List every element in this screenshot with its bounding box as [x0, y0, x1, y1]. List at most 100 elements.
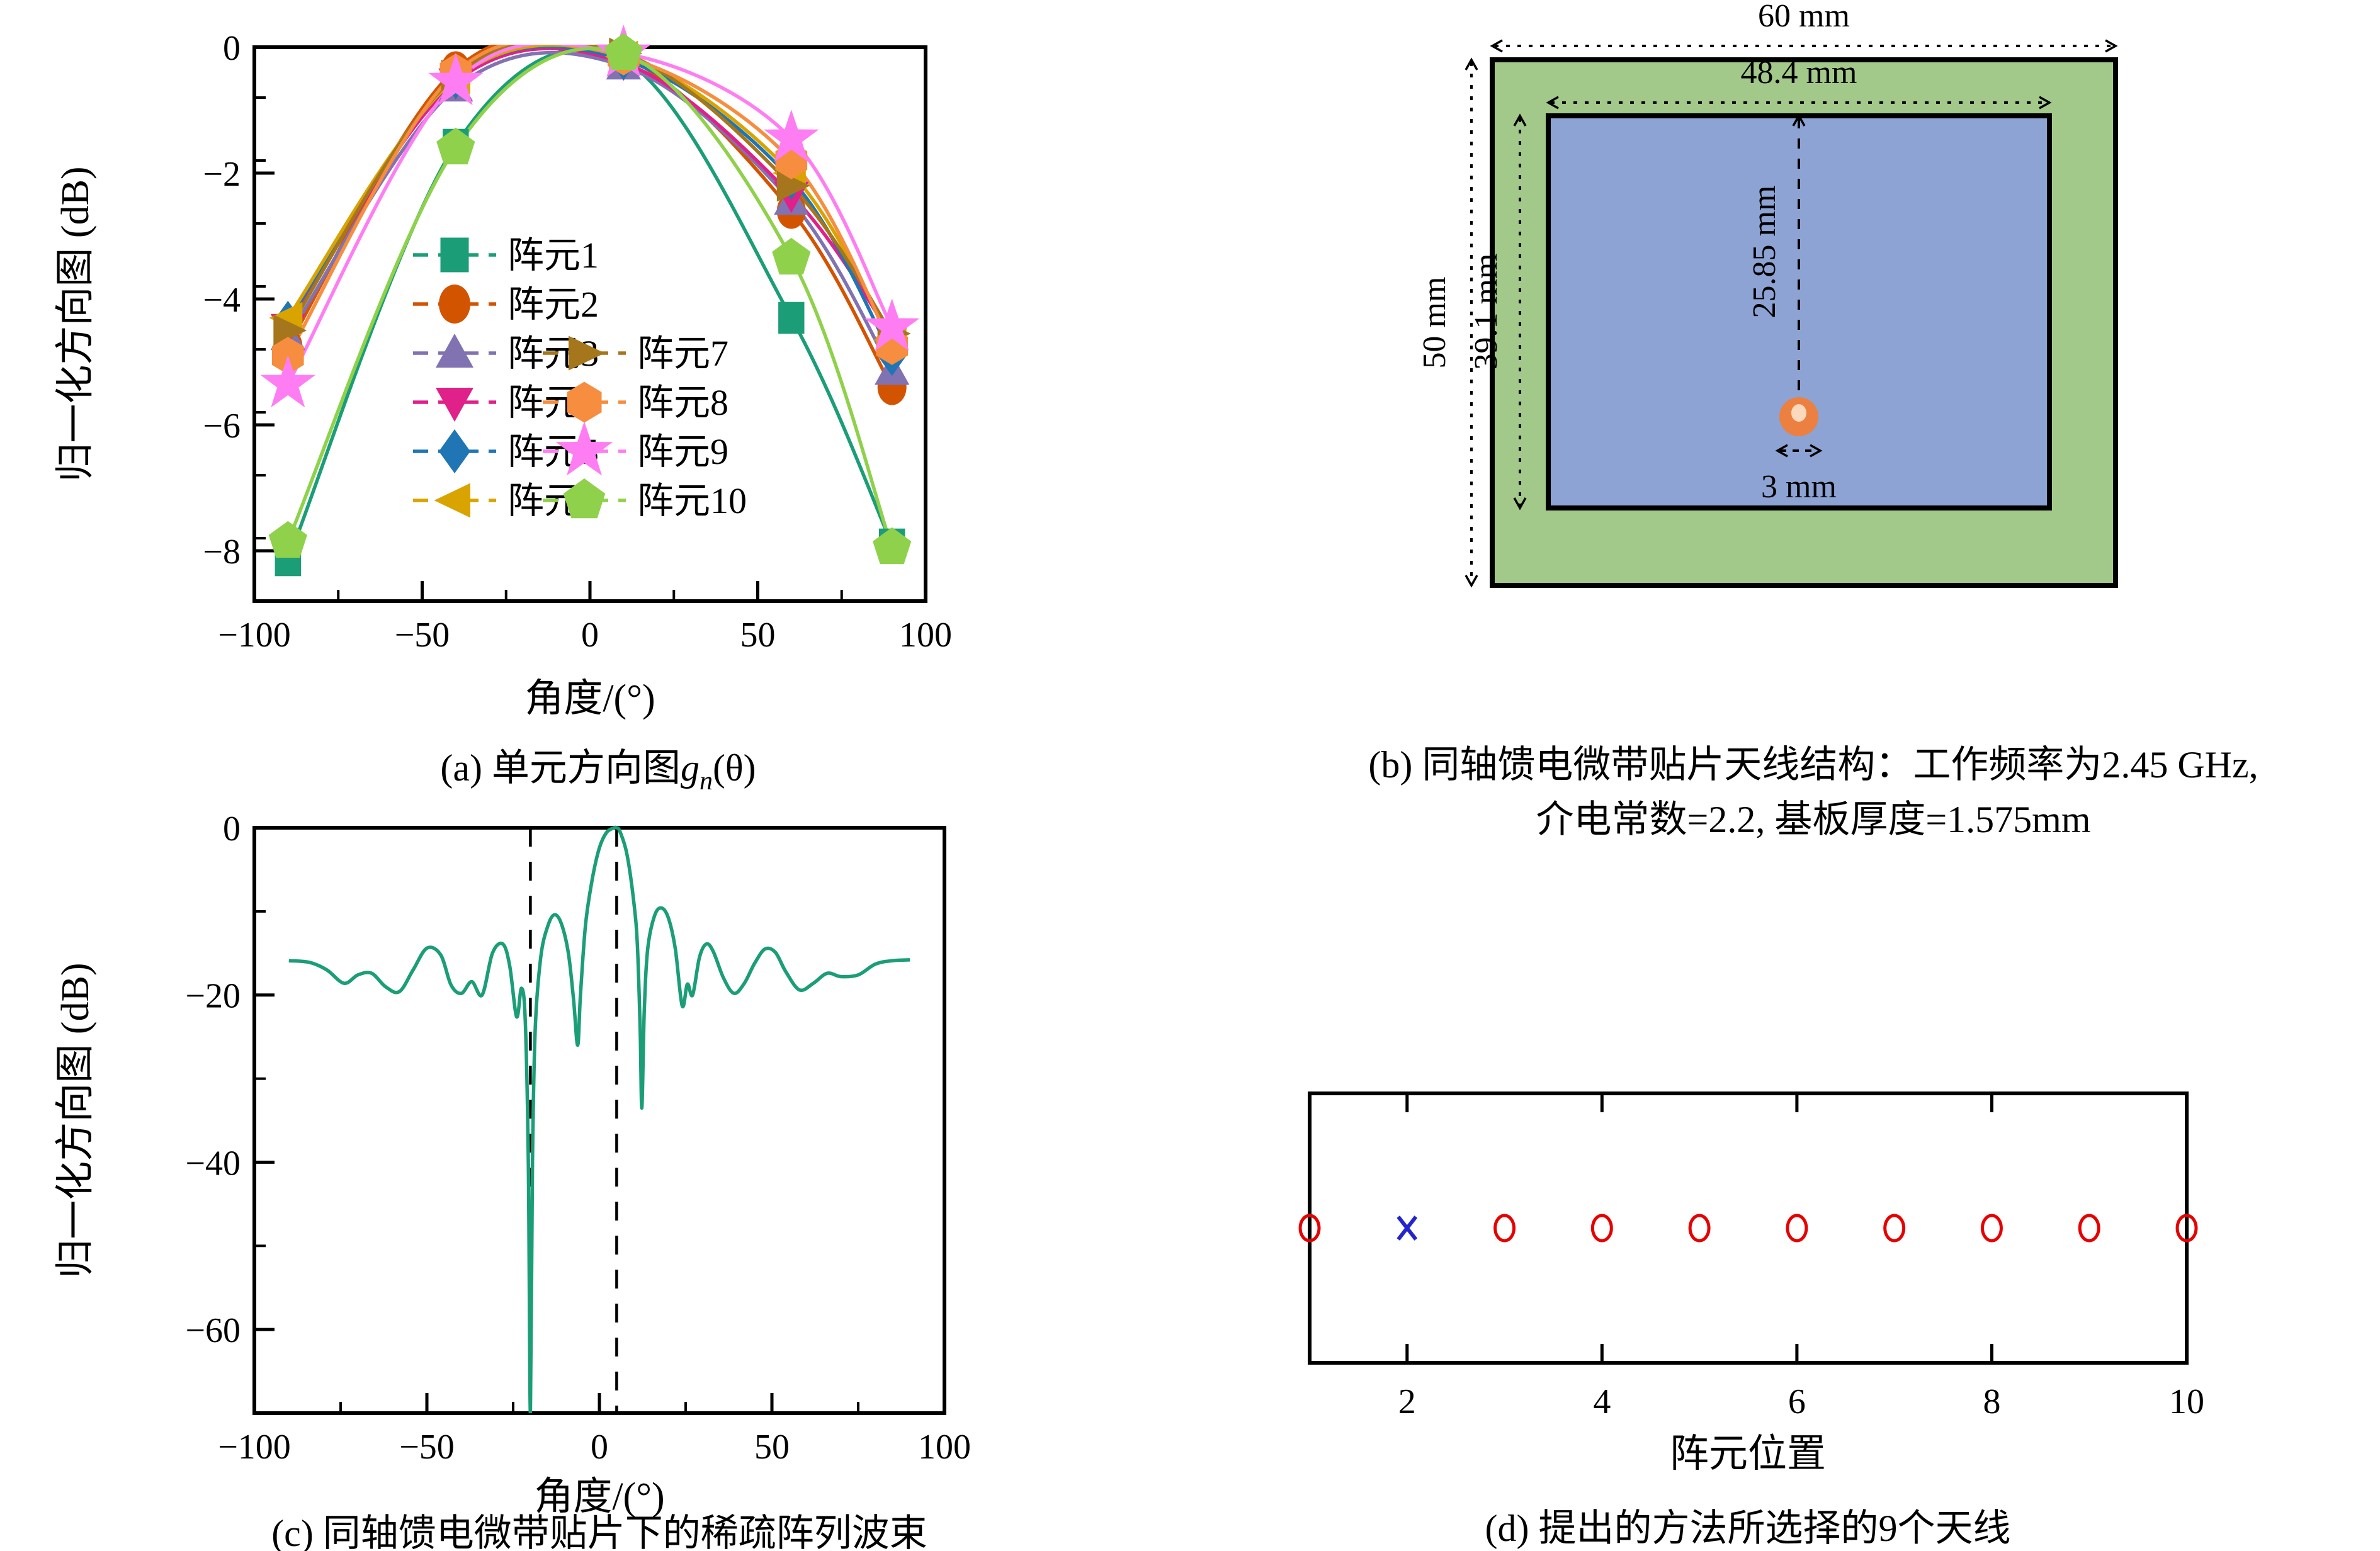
c-x-tick-label: 100	[918, 1428, 971, 1467]
series-point-阵元9	[864, 298, 920, 351]
legend-marker-阵元5	[439, 429, 470, 473]
series-point-阵元10	[268, 521, 307, 558]
a-y-tick-label: −2	[203, 155, 241, 194]
selected-antenna-circle	[1493, 1214, 1516, 1243]
cross-stroke	[1397, 1215, 1418, 1241]
c-plot-area: −100 −50 0 50 100 0 −20 −40 −60	[185, 809, 971, 1467]
a-ylabel: 归一化方向图 (dB)	[54, 166, 97, 482]
caption-a-prefix: (a) 单元方向图	[440, 747, 681, 789]
legend-label-阵元9: 阵元9	[637, 431, 728, 472]
legend-label-阵元2: 阵元2	[507, 284, 599, 325]
legend-item-阵元2: 阵元2	[413, 284, 599, 325]
legend-label-阵元8: 阵元8	[637, 382, 728, 423]
unselected-antenna-cross	[1397, 1215, 1418, 1241]
arrowhead	[1490, 39, 1503, 53]
d-x-tick-label: 8	[1983, 1382, 2000, 1421]
a-y-tick-label: −4	[203, 281, 241, 320]
series-point-阵元9	[260, 355, 315, 408]
a-y-tick-label: −8	[203, 533, 241, 572]
substrate-height-label: 50 mm	[1417, 277, 1453, 369]
selected-antenna-circle	[1883, 1214, 1906, 1243]
legend-marker-阵元3	[436, 334, 473, 368]
panel-b-antenna-structure-diagram: 60 mm 48.4 mm 50 mm 39.1 mm 25.85 mm 3 mm (b)…	[1368, 0, 2258, 840]
dim-patch-width: 48.4 mm	[1546, 55, 2052, 110]
selected-antenna-circle	[1688, 1214, 1711, 1243]
a-x-tick-label: 50	[740, 616, 776, 655]
arrowhead	[1465, 57, 1478, 70]
arrowhead	[1513, 497, 1527, 510]
d-x-tick-label: 4	[1593, 1382, 1611, 1421]
arrowhead	[1810, 444, 1823, 458]
dim-patch-height: 39.1 mm	[1468, 113, 1527, 510]
selected-antenna-circle	[1590, 1214, 1613, 1243]
legend-marker-阵元6	[434, 483, 470, 518]
selected-antenna-circle	[2175, 1214, 2198, 1243]
panel-a-element-patterns-chart: −100 −50 0 50 1000−2−4−6−8阵元1阵元2阵元3阵元4阵元5阵元6…	[54, 25, 952, 796]
selected-antenna-circle	[1786, 1214, 1808, 1243]
legend-item-阵元8: 阵元8	[543, 381, 728, 423]
d-plot-area: 2 4 6 8 10	[1298, 1091, 2204, 1421]
legend-item-阵元7: 阵元7	[543, 333, 728, 374]
caption-a: (a) 单元方向图gn(θ)	[440, 747, 756, 796]
dim-feed-diameter: 3 mm	[1761, 444, 1837, 505]
d-plot-box	[1308, 1091, 2189, 1365]
c-y-tick-label: 0	[223, 809, 241, 849]
dim-substrate-width: 60 mm	[1490, 0, 2118, 53]
series-point-阵元7	[273, 314, 307, 347]
legend-label-阵元1: 阵元1	[507, 235, 599, 276]
a-plot-area: −100 −50 0 50 1000−2−4−6−8阵元1阵元2阵元3阵元4阵元5阵元6…	[203, 25, 952, 655]
legend-marker-阵元7	[569, 336, 605, 371]
caption-b-line2: 介电常数=2.2, 基板厚度=1.575mm	[1536, 799, 2090, 840]
legend-marker-阵元1	[440, 237, 469, 273]
legend-marker-阵元2	[439, 285, 470, 324]
c-y-tick-label: −40	[185, 1144, 241, 1183]
a-x-tick-label: −100	[218, 616, 291, 655]
caption-a-math-g: g	[681, 747, 700, 789]
legend-marker-阵元4	[436, 388, 473, 422]
d-x-tick-label: 2	[1398, 1382, 1416, 1421]
d-x-tick-label: 10	[2169, 1382, 2204, 1421]
arrowhead	[1513, 113, 1527, 127]
series-point-阵元10	[772, 237, 811, 275]
patch-height-label: 39.1 mm	[1468, 254, 1504, 370]
beam-pattern-curve	[288, 825, 910, 1413]
caption-a-suffix: (θ)	[713, 747, 756, 789]
c-x-tick-label: 50	[754, 1428, 790, 1467]
selected-antenna-circle	[2078, 1214, 2100, 1243]
feed-diameter-label: 3 mm	[1761, 469, 1837, 505]
a-y-tick-label: −6	[203, 407, 241, 446]
series-point-阵元7	[776, 169, 810, 202]
a-xlabel: 角度/(°)	[524, 677, 655, 720]
legend-item-阵元1: 阵元1	[413, 235, 599, 276]
dim-substrate-height: 50 mm	[1417, 57, 1478, 588]
series-point-阵元9	[428, 53, 484, 106]
a-y-tick-label: 0	[223, 29, 241, 68]
c-y-tick-label: −20	[185, 977, 241, 1016]
selected-antenna-circle	[1298, 1214, 1321, 1243]
c-x-tick-label: −50	[399, 1428, 455, 1467]
feed-point-inner	[1791, 404, 1806, 422]
feed-offset-label: 25.85 mm	[1747, 186, 1782, 319]
caption-c: (c) 同轴馈电微带贴片下的稀疏阵列波束	[271, 1513, 927, 1551]
c-ylabel: 归一化方向图 (dB)	[54, 962, 97, 1278]
legend-marker-阵元9	[555, 421, 613, 476]
legend-item-阵元10: 阵元10	[543, 478, 747, 521]
arrowhead	[1465, 575, 1478, 588]
patch-rect	[1546, 113, 2052, 510]
panel-c-beam-pattern-chart: −100 −50 0 50 100 0 −20 −40 −60 归一化方向图 (dB) 角度/(…	[54, 809, 971, 1551]
a-x-tick-label: 100	[899, 616, 952, 655]
arrowhead	[1792, 113, 1806, 127]
series-point-阵元10	[873, 527, 912, 565]
legend-marker-阵元8	[567, 381, 602, 423]
series-point-阵元1	[778, 302, 805, 334]
legend-label-阵元7: 阵元7	[637, 333, 728, 374]
c-x-tick-label: −100	[218, 1428, 291, 1467]
selected-antenna-circle	[1980, 1214, 2003, 1243]
arrowhead	[1546, 96, 1559, 110]
series-point-阵元10	[436, 127, 475, 165]
d-x-tick-label: 6	[1788, 1382, 1806, 1421]
panel-d-selected-antennas-chart: 2 4 6 8 10 阵元位置 (d) 提出的方法所选择的9个天线	[1298, 1091, 2204, 1549]
caption-b-line1: (b) 同轴馈电微带贴片天线结构：工作频率为2.45 GHz,	[1368, 744, 2258, 786]
arrowhead	[1775, 444, 1788, 458]
